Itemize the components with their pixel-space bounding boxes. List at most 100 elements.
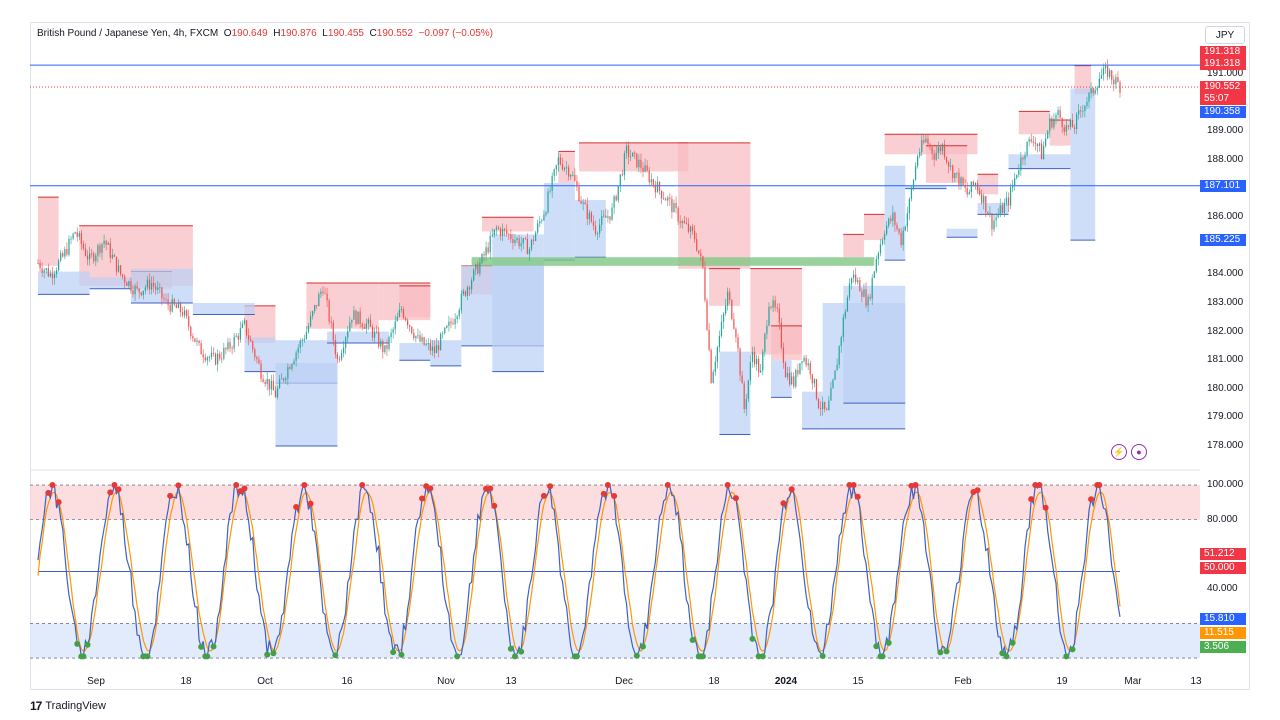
demand-zone (492, 234, 544, 372)
candle-body (658, 181, 661, 191)
candle-body (650, 179, 652, 183)
candle-body (937, 147, 939, 153)
candle-body (450, 321, 452, 324)
candle-body (886, 225, 888, 235)
candle-body (867, 296, 869, 306)
candle-body (807, 363, 809, 366)
demand-zone (399, 343, 431, 361)
candle-body (318, 294, 320, 307)
candle-body (390, 332, 392, 338)
candle-body (301, 339, 303, 341)
candle-body (1007, 197, 1010, 206)
overbought-marker (540, 492, 547, 499)
candle-body (671, 198, 673, 213)
candle-body (351, 319, 353, 323)
candle-body (541, 220, 543, 222)
candle-body (822, 401, 824, 410)
lightning-icon[interactable]: ⚡ (1111, 444, 1127, 460)
candle-body (231, 348, 233, 350)
oversold-marker (640, 643, 647, 650)
candle-body (80, 233, 82, 244)
candle-body (142, 290, 144, 296)
candle-body (212, 353, 215, 354)
demand-zone (275, 340, 338, 446)
oversold-marker (759, 653, 766, 660)
oversold-marker (999, 650, 1006, 657)
candle-body (919, 152, 921, 157)
candle-body (784, 362, 787, 378)
candle-body (669, 197, 671, 199)
candle-body (722, 313, 725, 322)
candle-body (386, 345, 388, 349)
candle-body (307, 325, 310, 333)
time-tick-label: 16 (341, 676, 353, 687)
candle-body (177, 302, 180, 308)
oversold-marker (573, 653, 580, 660)
supply-zone (863, 214, 885, 241)
candle-body (371, 326, 374, 338)
candle-body (563, 167, 566, 170)
candle-body (510, 234, 512, 240)
candle-body (1053, 118, 1055, 128)
candle-body (528, 249, 531, 255)
candle-body (1030, 139, 1032, 142)
candle-body (359, 311, 361, 325)
candle-body (524, 238, 526, 240)
osc-axis-label: 50.000 (1200, 562, 1246, 574)
candle-body (758, 358, 760, 373)
candle-body (357, 311, 359, 325)
candle-body (208, 357, 211, 358)
overbought-marker (1032, 482, 1039, 489)
time-tick-label: Sep (87, 676, 105, 687)
candle-body (877, 253, 880, 260)
candle-body (458, 309, 460, 317)
candle-body (609, 216, 611, 220)
oversold-marker (198, 643, 205, 650)
candle-body (345, 337, 347, 348)
candle-body (644, 165, 646, 172)
candle-body (576, 180, 578, 187)
candle-body (559, 157, 562, 165)
time-tick-label: 18 (708, 676, 720, 687)
candle-body (342, 347, 345, 353)
candle-body (780, 322, 782, 348)
oversold-marker (1003, 653, 1010, 660)
candle-body (192, 336, 194, 339)
candle-body (892, 212, 894, 221)
candle-body (1042, 145, 1045, 160)
candle-body (514, 240, 516, 243)
overbought-marker (1088, 496, 1095, 503)
record-icon[interactable]: ● (1131, 444, 1147, 460)
candle-body (367, 319, 369, 324)
candle-body (1078, 110, 1080, 115)
candle-body (55, 270, 58, 275)
tradingview-brand[interactable]: 17 TradingView (30, 699, 106, 713)
time-tick-label: 13 (505, 676, 517, 687)
currency-button[interactable]: JPY (1205, 26, 1245, 44)
candle-body (991, 213, 993, 230)
candle-body (679, 221, 681, 224)
candle-body (706, 300, 708, 330)
candle-body (264, 382, 266, 385)
candle-body (859, 280, 861, 292)
candle-body (260, 363, 262, 379)
candle-body (338, 358, 341, 360)
candle-body (404, 317, 407, 321)
candle-body (466, 287, 469, 296)
candle-body (621, 174, 623, 176)
candle-body (332, 322, 334, 341)
candle-body (803, 357, 805, 362)
candle-body (753, 351, 756, 365)
candle-body (518, 238, 520, 247)
candle-body (200, 343, 202, 355)
candle-body (442, 333, 444, 335)
supply-zone (481, 217, 534, 232)
candle-body (1036, 143, 1039, 147)
candle-body (1057, 110, 1059, 116)
candle-body (53, 274, 56, 278)
candle-body (66, 249, 68, 255)
candle-body (132, 290, 134, 295)
candle-body (464, 291, 467, 296)
candle-body (1063, 127, 1065, 132)
